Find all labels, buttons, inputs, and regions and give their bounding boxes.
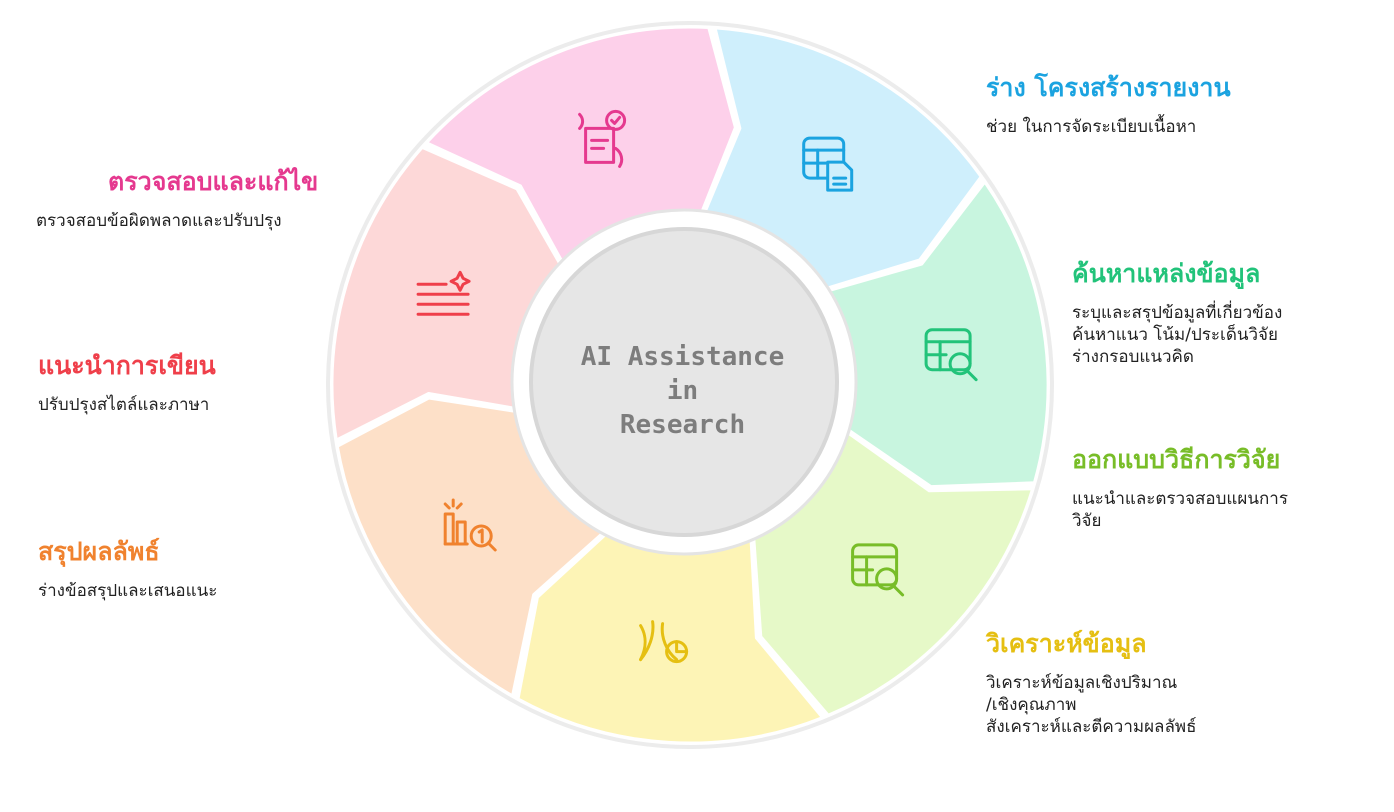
- segment-description: ตรวจสอบข้อผิดพลาดและปรับปรุง: [36, 211, 282, 231]
- center-circle: [529, 227, 839, 537]
- segment-title: วิเคราะห์ข้อมูล: [986, 629, 1147, 658]
- segment-description: ปรับปรุงสไตล์และภาษา: [38, 395, 210, 415]
- segment-title: แนะนำการเขียน: [38, 351, 216, 380]
- segment-title: ออกแบบวิธีการวิจัย: [1072, 445, 1281, 474]
- label-design-methodology: ออกแบบวิธีการวิจัย แนะนำและตรวจสอบแผนการ…: [1072, 444, 1288, 532]
- chart-sparkle-icon: [639, 620, 689, 664]
- label-review-and-revise: ตรวจสอบและแก้ไข ตรวจสอบข้อผิดพลาดและปรับ…: [36, 166, 318, 232]
- segment-description: แนะนำและตรวจสอบแผนการ วิจัย: [1072, 489, 1288, 531]
- segment-description: ช่วย ในการจัดระเบียบเนื้อหา: [986, 117, 1197, 137]
- label-writing-advice: แนะนำการเขียน ปรับปรุงสไตล์และภาษา: [38, 350, 216, 416]
- segment-description: วิเคราะห์ข้อมูลเชิงปริมาณ /เชิงคุณภาพ สั…: [986, 673, 1197, 737]
- bar-chart-search-icon: [443, 498, 497, 552]
- segment-title: สรุปผลลัพธ์: [38, 537, 160, 566]
- checklist-edit-icon: [578, 109, 627, 168]
- text-sparkle-icon: [416, 270, 471, 316]
- segment-title: ค้นหาแหล่งข้อมูล: [1072, 259, 1261, 288]
- label-search-sources: ค้นหาแหล่งข้อมูล ระบุและสรุปข้อมูลที่เกี…: [1072, 258, 1282, 368]
- segment-title: ตรวจสอบและแก้ไข: [108, 167, 319, 196]
- label-draft-report-structure: ร่าง โครงสร้างรายงาน ช่วย ในการจัดระเบีย…: [986, 72, 1231, 138]
- segment-description: ระบุและสรุปข้อมูลที่เกี่ยวข้อง ค้นหาแนว …: [1072, 303, 1283, 367]
- table-search-icon: [924, 328, 978, 382]
- segment-title: ร่าง โครงสร้างรายงาน: [986, 73, 1231, 102]
- table-search-icon: [851, 543, 905, 597]
- center-title: AI Assistance in Research: [580, 342, 785, 440]
- table-document-icon: [802, 136, 854, 192]
- label-summarize-results: สรุปผลลัพธ์ ร่างข้อสรุปและเสนอแนะ: [38, 536, 217, 602]
- segment-description: ร่างข้อสรุปและเสนอแนะ: [38, 581, 218, 601]
- label-analyze-data: วิเคราะห์ข้อมูล วิเคราะห์ข้อมูลเชิงปริมา…: [986, 628, 1196, 738]
